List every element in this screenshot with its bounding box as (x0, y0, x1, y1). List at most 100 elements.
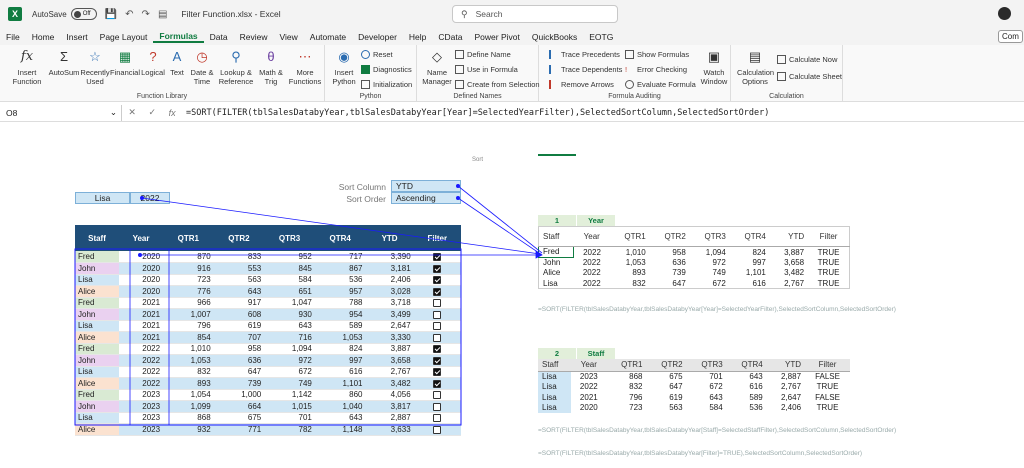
filter-checkbox-cell[interactable] (413, 274, 461, 286)
filter-checkbox-cell[interactable] (413, 412, 461, 424)
result-value-cell[interactable]: 2,887 (781, 372, 802, 381)
math-trig-button[interactable]: θ Math & Trig (259, 48, 283, 86)
value-cell[interactable]: 1,015 (264, 400, 315, 413)
value-cell[interactable]: 870 (163, 251, 214, 263)
value-cell[interactable]: 917 (213, 297, 265, 309)
tab-formulas[interactable]: Formulas (153, 31, 204, 43)
filter-checkbox-cell[interactable] (413, 343, 461, 355)
recently-used-button[interactable]: ☆ Recently Used (80, 48, 110, 86)
table-row[interactable]: John 2021 1,007 608 930 954 3,499 (75, 308, 461, 321)
result-value-cell[interactable]: TRUE (817, 247, 840, 257)
value-cell[interactable]: 2022 (119, 377, 164, 390)
value-cell[interactable]: 916 (163, 262, 214, 275)
value-cell[interactable]: 1,053 (314, 331, 366, 344)
staff-cell[interactable]: John (75, 262, 120, 275)
value-cell[interactable]: 3,181 (365, 262, 414, 275)
result-value-cell[interactable]: 1,053 (625, 257, 646, 267)
result-value-cell[interactable]: 2023 (579, 372, 598, 381)
result-value-cell[interactable]: 643 (709, 392, 723, 402)
result-value-cell[interactable]: 589 (749, 392, 763, 402)
value-cell[interactable]: 636 (213, 354, 265, 367)
unchecked-checkbox-icon[interactable] (433, 414, 442, 423)
value-cell[interactable]: 1,054 (163, 389, 214, 401)
cancel-icon[interactable]: ✕ (128, 107, 136, 117)
value-cell[interactable]: 2023 (119, 389, 164, 401)
value-cell[interactable]: 930 (264, 308, 315, 321)
avatar[interactable] (998, 7, 1011, 20)
result-value-cell[interactable]: 2022 (582, 278, 601, 288)
checked-checkbox-icon[interactable] (433, 368, 442, 377)
table-row[interactable]: Alice 2022 893 739 749 1,101 3,482 (75, 377, 461, 390)
show-formulas-button[interactable]: Show Formulas (625, 50, 689, 59)
staff-cell[interactable]: Alice (75, 423, 120, 436)
result-staff-cell[interactable]: Lisa (538, 392, 572, 403)
value-cell[interactable]: 832 (163, 366, 214, 378)
column-header[interactable]: QTR3 (264, 225, 315, 251)
result-staff-cell[interactable]: Lisa (543, 278, 558, 288)
result-value-cell[interactable]: TRUE (817, 257, 840, 267)
value-cell[interactable]: 1,094 (264, 343, 315, 355)
value-cell[interactable]: 867 (314, 262, 366, 275)
filter-checkbox-cell[interactable] (413, 297, 461, 309)
logical-button[interactable]: ? Logical (141, 48, 165, 77)
watch-window-button[interactable]: ▣ Watch Window (700, 48, 728, 86)
tab-power-pivot[interactable]: Power Pivot (474, 31, 520, 42)
staff-cell[interactable]: Fred (75, 343, 120, 355)
result-value-cell[interactable]: 584 (709, 403, 723, 413)
result-value-cell[interactable]: 2022 (579, 382, 598, 392)
value-cell[interactable]: 845 (264, 262, 315, 275)
redo-icon[interactable]: ↷ (141, 8, 150, 20)
result-row[interactable]: Lisa 2020 723 563 584 536 2,406 TRUE (538, 402, 850, 413)
filter-checkbox-cell[interactable] (413, 366, 461, 378)
value-cell[interactable]: 3,482 (365, 377, 414, 390)
filter-checkbox-cell[interactable] (413, 308, 461, 321)
filter-checkbox-cell[interactable] (413, 251, 461, 263)
value-cell[interactable]: 788 (314, 297, 366, 309)
checked-checkbox-icon[interactable] (433, 356, 442, 365)
result-value-cell[interactable]: 3,658 (784, 257, 805, 267)
result-value-cell[interactable]: 958 (672, 247, 686, 257)
value-cell[interactable]: 952 (264, 251, 315, 263)
result-value-cell[interactable]: TRUE (817, 278, 840, 288)
checked-checkbox-icon[interactable] (433, 287, 442, 296)
tab-home[interactable]: Home (31, 31, 55, 42)
result-staff-cell[interactable]: John (543, 258, 561, 267)
result-staff-cell[interactable]: Lisa (538, 371, 572, 382)
value-cell[interactable]: 1,047 (264, 297, 315, 309)
tab-data[interactable]: Data (209, 31, 228, 42)
tab-insert[interactable]: Insert (66, 31, 88, 42)
result-staff-cell[interactable]: Alice (543, 268, 561, 278)
diagnostics-button[interactable]: Diagnostics (361, 65, 412, 74)
value-cell[interactable]: 3,718 (365, 297, 414, 309)
calculation-options-button[interactable]: ▤ Calculation Options (737, 48, 775, 86)
tab-eotg[interactable]: EOTG (589, 31, 614, 42)
staff-cell[interactable]: Lisa (75, 274, 120, 286)
value-cell[interactable]: 664 (213, 400, 265, 413)
value-cell[interactable]: 1,007 (163, 308, 214, 321)
financial-button[interactable]: ▦ Financial (110, 48, 141, 77)
unchecked-checkbox-icon[interactable] (433, 402, 442, 411)
result-value-cell[interactable]: TRUE (816, 403, 839, 413)
value-cell[interactable]: 860 (314, 389, 366, 401)
result-value-cell[interactable]: 2021 (579, 392, 598, 402)
result-value-cell[interactable]: 643 (749, 372, 763, 381)
column-header[interactable]: Year (119, 225, 164, 251)
value-cell[interactable]: 771 (213, 423, 265, 436)
value-cell[interactable]: 776 (163, 285, 214, 298)
value-cell[interactable]: 2020 (119, 274, 164, 286)
value-cell[interactable]: 675 (213, 412, 265, 424)
value-cell[interactable]: 958 (213, 343, 265, 355)
result-value-cell[interactable]: 536 (749, 403, 763, 413)
value-cell[interactable]: 2023 (119, 400, 164, 413)
result-value-cell[interactable]: 972 (712, 257, 726, 267)
result-value-cell[interactable]: 2,767 (781, 382, 802, 392)
value-cell[interactable]: 2022 (119, 354, 164, 367)
result-value-cell[interactable]: TRUE (817, 268, 840, 278)
staff-cell[interactable]: Alice (75, 377, 120, 390)
lookup-reference-button[interactable]: ⚲ Lookup & Reference (218, 48, 254, 86)
staff-cell[interactable]: Lisa (75, 320, 120, 332)
result-value-cell[interactable]: 675 (669, 372, 683, 381)
column-header[interactable]: QTR1 (163, 225, 214, 251)
autosave-toggle[interactable]: Off (70, 8, 97, 20)
result-row[interactable]: John 2022 1,053 636 972 997 3,658 TRUE (539, 257, 850, 268)
